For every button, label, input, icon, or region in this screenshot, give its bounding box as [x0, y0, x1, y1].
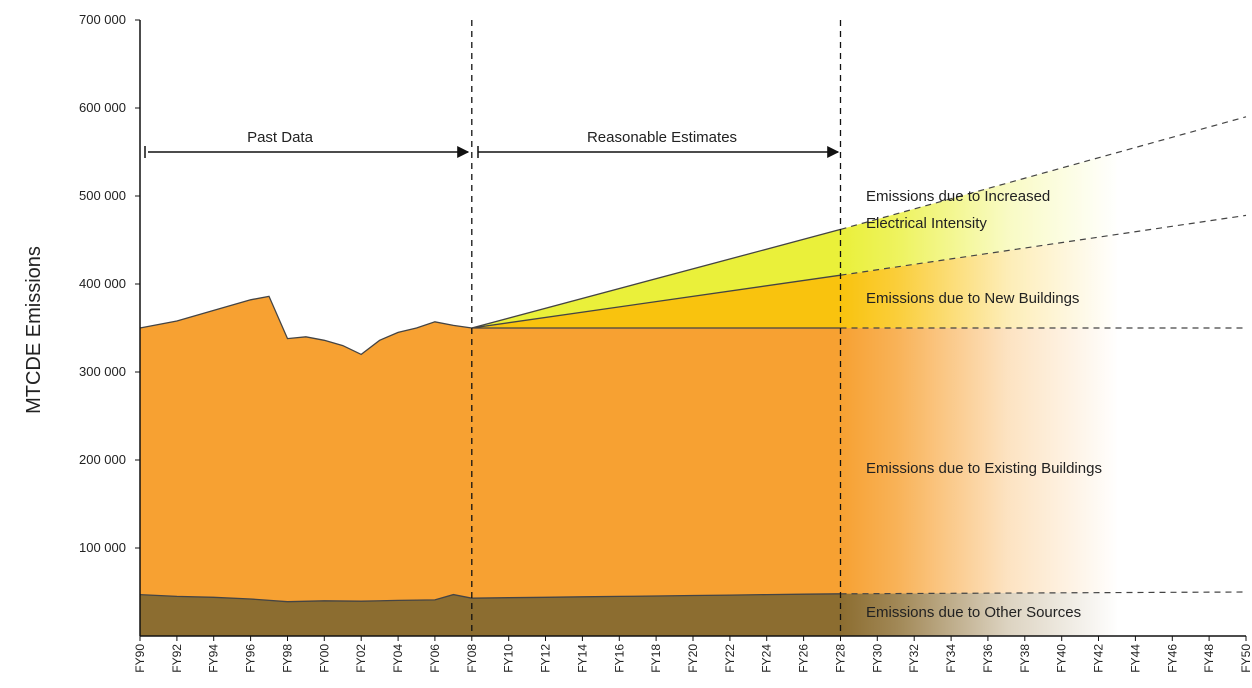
new-buildings-label: Emissions due to New Buildings	[866, 290, 1079, 307]
x-tick-label: FY08	[465, 644, 479, 673]
x-tick-label: FY40	[1055, 644, 1069, 673]
electrical-intensity-projection-line	[840, 116, 1247, 230]
x-tick-label: FY20	[686, 644, 700, 673]
y-tick-label: 100 000	[79, 540, 126, 555]
x-tick-label: FY28	[834, 644, 848, 673]
x-tick-label: FY48	[1202, 644, 1216, 673]
x-tick-label: FY16	[612, 644, 626, 673]
y-tick-label: 700 000	[79, 12, 126, 27]
y-ticks-layer: 100 000 200 000 300 000 400 000 500 000 600 0…	[79, 12, 140, 555]
x-tick-label: FY94	[207, 644, 221, 673]
existing-buildings-label: Emissions due to Existing Buildings	[866, 460, 1102, 477]
y-tick-label: 300 000	[79, 364, 126, 379]
x-tick-label: FY34	[944, 644, 958, 673]
x-tick-label: FY96	[244, 644, 258, 673]
x-tick-label: FY10	[502, 644, 516, 673]
x-tick-label: FY06	[428, 644, 442, 673]
x-tick-label: FY14	[575, 644, 589, 673]
lines-layer	[139, 20, 1247, 636]
new-buildings-projection-line	[840, 214, 1247, 276]
x-tick-label: FY38	[1018, 644, 1032, 673]
y-tick-label: 600 000	[79, 100, 126, 115]
x-tick-label: FY12	[539, 644, 553, 673]
x-tick-label: FY00	[317, 644, 331, 673]
x-tick-label: FY92	[170, 644, 184, 673]
x-tick-label: FY46	[1165, 644, 1179, 673]
x-tick-label: FY24	[760, 644, 774, 673]
x-tick-label: FY44	[1128, 644, 1142, 673]
x-tick-label: FY98	[281, 644, 295, 673]
other-sources-label: Emissions due to Other Sources	[866, 604, 1081, 621]
x-tick-label: FY26	[797, 644, 811, 673]
electrical-intensity-line	[471, 228, 841, 329]
other-sources-line	[139, 593, 841, 603]
x-tick-label: FY30	[870, 644, 884, 673]
x-tick-label: FY42	[1092, 644, 1106, 673]
past-data-label: Past Data	[247, 129, 314, 146]
x-tick-label: FY90	[133, 644, 147, 673]
x-tick-label: FY36	[981, 644, 995, 673]
x-tick-label: FY02	[354, 644, 368, 673]
x-tick-label: FY22	[723, 644, 737, 673]
y-tick-label: 400 000	[79, 276, 126, 291]
x-tick-label: FY04	[391, 644, 405, 673]
x-ticks-layer: FY90 FY92 FY94 FY96 FY98 FY00 FY02 FY04 FY06 FY08…	[133, 636, 1252, 673]
x-tick-label: FY32	[907, 644, 921, 673]
x-tick-label: FY18	[649, 644, 663, 673]
x-tick-label: FY50	[1239, 644, 1252, 673]
new-buildings-line	[471, 274, 841, 329]
y-tick-label: 200 000	[79, 452, 126, 467]
electrical-intensity-label-line1: Emissions due to Increased	[866, 188, 1050, 205]
y-axis-label: MTCDE Emissions	[23, 246, 45, 414]
electrical-intensity-label-line2: Electrical Intensity	[866, 215, 987, 232]
estimates-label: Reasonable Estimates	[587, 129, 737, 146]
existing-buildings-line	[139, 295, 841, 356]
other-sources-projection-line	[840, 591, 1247, 595]
y-tick-label: 500 000	[79, 188, 126, 203]
